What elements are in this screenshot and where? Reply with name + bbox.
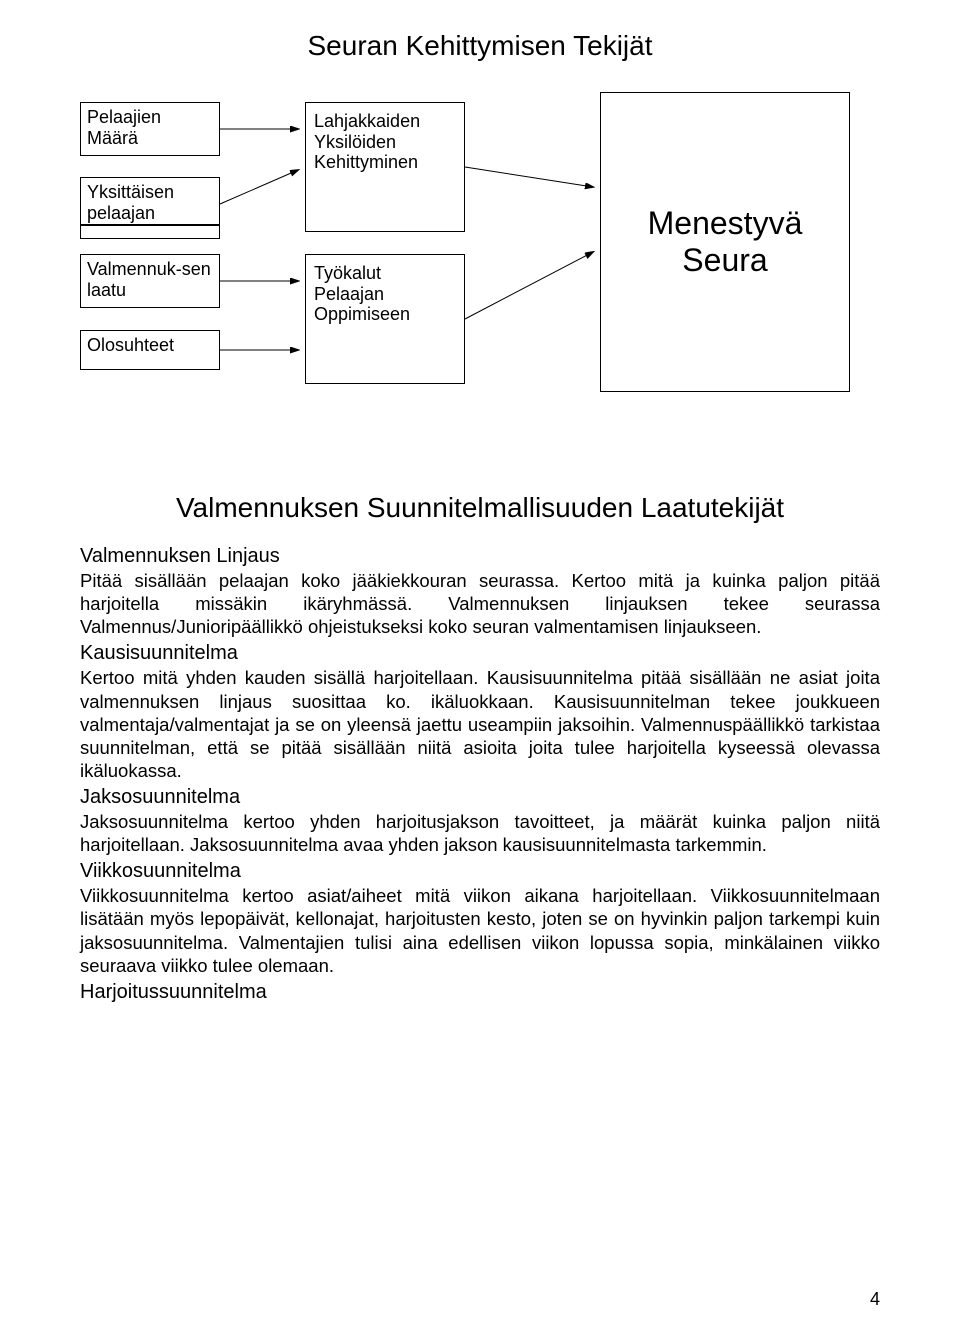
heading-harjoitussuunnitelma: Harjoitussuunnitelma bbox=[80, 980, 880, 1005]
diagram-container: Pelaajien Määrä Yksittäisen pelaajan Val… bbox=[80, 102, 880, 442]
paragraph-2: Kertoo mitä yhden kauden sisällä harjoit… bbox=[80, 667, 880, 781]
paragraph-1: Pitää sisällään pelaajan koko jääkiekkou… bbox=[80, 570, 880, 637]
heading-kausisuunnitelma: Kausisuunnitelma bbox=[80, 641, 880, 666]
paragraph-3: Jaksosuunnitelma kertoo yhden harjoitusj… bbox=[80, 811, 880, 855]
page-number: 4 bbox=[870, 1289, 880, 1310]
subtitle: Valmennuksen Suunnitelmallisuuden Laatut… bbox=[80, 492, 880, 524]
arrows-svg bbox=[80, 102, 880, 442]
page-title: Seuran Kehittymisen Tekijät bbox=[80, 30, 880, 62]
body-text: Valmennuksen Linjaus Pitää sisällään pel… bbox=[80, 544, 880, 1005]
heading-viikkosuunnitelma: Viikkosuunnitelma bbox=[80, 859, 880, 884]
heading-jaksosuunnitelma: Jaksosuunnitelma bbox=[80, 785, 880, 810]
heading-valmennuksen-linjaus: Valmennuksen Linjaus bbox=[80, 544, 880, 569]
paragraph-4: Viikkosuunnitelma kertoo asiat/aiheet mi… bbox=[80, 885, 880, 975]
